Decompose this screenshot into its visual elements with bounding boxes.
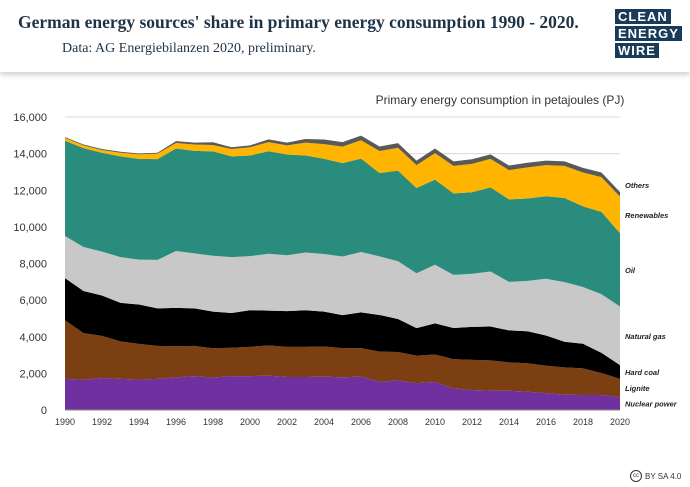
series-area-nuclear-power [65, 375, 620, 410]
x-tick-label: 2006 [351, 417, 371, 427]
y-tick-label: 4,000 [19, 332, 47, 344]
legend-label-oil: Oil [625, 266, 636, 275]
x-tick-label: 1998 [203, 417, 223, 427]
legend-label-natural-gas: Natural gas [625, 332, 666, 341]
chart-container: 0 2,000 4,000 6,000 8,000 10,000 12,000 14,000 1… [0, 80, 690, 440]
x-tick-label: 2012 [462, 417, 482, 427]
logo-line-3: WIRE [615, 42, 679, 59]
page-title: German energy sources' share in primary … [18, 12, 579, 32]
legend-label-nuclear-power: Nuclear power [625, 400, 678, 409]
legend-label-lignite: Lignite [625, 384, 650, 393]
stacked-area-chart: 0 2,000 4,000 6,000 8,000 10,000 12,000 14,000 1… [13, 93, 678, 427]
x-tick-label: 1996 [166, 417, 186, 427]
series-area-hard-coal [65, 278, 620, 379]
y-tick-label: 0 [41, 405, 47, 417]
data-source: Data: AG Energiebilanzen 2020, prelimina… [62, 41, 316, 56]
x-tick-label: 2016 [536, 417, 556, 427]
license-footer: cc BY SA 4.0 [630, 470, 681, 482]
x-tick-label: 2004 [314, 417, 334, 427]
series-area-others [65, 135, 620, 197]
y-tick-label: 8,000 [19, 259, 47, 271]
series-area-oil [65, 140, 620, 307]
y-tick-label: 14,000 [13, 149, 47, 161]
header-bar: German energy sources' share in primary … [0, 0, 690, 72]
creative-commons-icon: cc [630, 470, 642, 482]
legend-label-renewables: Renewables [625, 211, 668, 220]
legend-label-others: Others [625, 181, 649, 190]
logo-line-1: CLEAN [615, 8, 679, 25]
x-tick-label: 1990 [55, 417, 75, 427]
x-tick-label: 2010 [425, 417, 445, 427]
x-tick-label: 1994 [129, 417, 149, 427]
y-tick-label: 12,000 [13, 185, 47, 197]
series-area-natural-gas [65, 236, 620, 366]
clean-energy-wire-logo[interactable]: CLEAN ENERGY WIRE [615, 8, 682, 59]
y-tick-label: 6,000 [19, 295, 47, 307]
y-tick-label: 16,000 [13, 112, 47, 124]
logo-line-2: ENERGY [615, 25, 682, 42]
x-tick-label: 1992 [92, 417, 112, 427]
x-tick-label: 2014 [499, 417, 519, 427]
y-tick-label: 10,000 [13, 222, 47, 234]
chart-title: Primary energy consumption in petajoules… [376, 93, 625, 107]
series-area-lignite [65, 320, 620, 398]
license-text: BY SA 4.0 [645, 471, 682, 481]
series-area-renewables [65, 138, 620, 234]
x-tick-label: 2000 [240, 417, 260, 427]
y-tick-label: 2,000 [19, 368, 47, 380]
x-tick-label: 2020 [610, 417, 630, 427]
legend-label-hard-coal: Hard coal [625, 368, 660, 377]
x-tick-label: 2002 [277, 417, 297, 427]
x-tick-label: 2018 [573, 417, 593, 427]
x-tick-label: 2008 [388, 417, 408, 427]
